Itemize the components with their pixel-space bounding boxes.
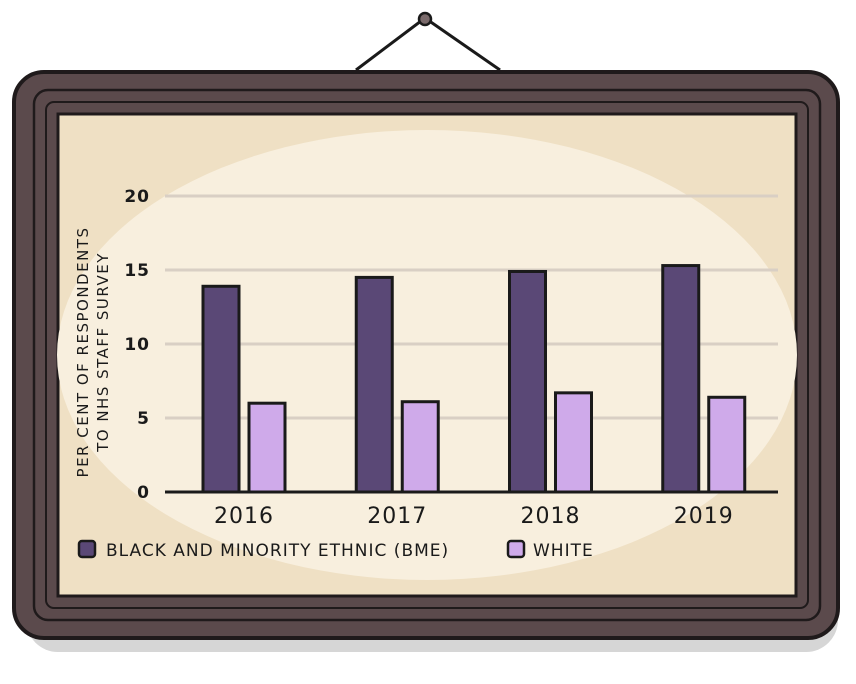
bars (201, 264, 747, 494)
x-tick-label: 2017 (367, 504, 427, 529)
legend-swatch-bme (77, 539, 97, 559)
y-axis-title: PER CENT OF RESPONDENTS TO NHS STAFF SUR… (74, 227, 112, 478)
bar-white-2018 (554, 391, 593, 494)
legend-label-white: WHITE (533, 541, 594, 561)
board-highlight (57, 130, 797, 580)
x-tick-label: 2016 (214, 504, 274, 529)
y-axis-title-line-1: PER CENT OF RESPONDENTS (74, 227, 92, 478)
frame-inner-bevel (32, 88, 822, 622)
y-tick-labels: 0 5 10 15 20 (124, 187, 150, 503)
frame-inner-bevel-2 (45, 101, 809, 609)
bar-white-2017 (400, 400, 440, 494)
bar-white-2019 (707, 395, 747, 494)
bar-white-2016 (247, 401, 287, 494)
bar-bme-2019 (661, 264, 701, 494)
x-tick-label: 2019 (674, 504, 734, 529)
legend-swatch-white (506, 539, 526, 559)
x-tick-label: 2018 (521, 504, 581, 529)
bar-bme-2016 (201, 284, 241, 494)
y-tick-label: 10 (124, 335, 150, 355)
y-tick-label: 0 (137, 483, 150, 503)
bar-bme-2018 (508, 269, 547, 494)
bar-bme-2017 (354, 275, 394, 494)
x-tick-labels: 2016 2017 2018 2019 (214, 504, 734, 529)
y-axis-title-line-2: TO NHS STAFF SURVEY (94, 252, 112, 453)
y-tick-label: 5 (137, 409, 150, 429)
hanging-wire (355, 16, 501, 72)
legend: BLACK AND MINORITY ETHNIC (BME) WHITE (77, 539, 594, 561)
y-tick-label: 20 (124, 187, 150, 207)
legend-label-bme: BLACK AND MINORITY ETHNIC (BME) (106, 541, 449, 561)
y-tick-label: 15 (124, 261, 150, 281)
nail-icon (417, 11, 433, 27)
